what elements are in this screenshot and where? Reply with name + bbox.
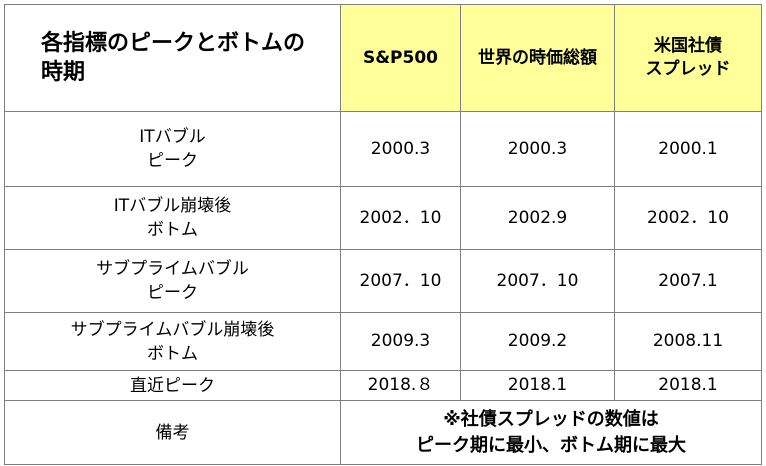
cell-bond-spread: 2018.1 (614, 370, 762, 401)
cell-sp500: 2007．10 (340, 249, 461, 313)
cell-sp500: 2018.８ (340, 370, 461, 401)
cell-bond-spread: 2000.1 (614, 111, 762, 187)
table-row: 直近ピーク 2018.８ 2018.1 2018.1 (4, 370, 762, 401)
row-label: サブプライムバブル ピーク (4, 249, 341, 313)
cell-world-market-cap: 2002.9 (460, 186, 615, 250)
header-us-corporate-bond-spread: 米国社債 スプレッド (614, 4, 762, 112)
cell-sp500: 2000.3 (340, 111, 461, 187)
cell-bond-spread: 2008.11 (614, 312, 762, 371)
cell-world-market-cap: 2007．10 (460, 249, 615, 313)
header-world-market-cap: 世界の時価総額 (460, 4, 615, 112)
cell-sp500: 2009.3 (340, 312, 461, 371)
row-label: ITバブル崩壊後 ボトム (4, 186, 341, 250)
header-row: 各指標のピークとボトムの 時期 S&P500 世界の時価総額 米国社債 スプレッ… (4, 4, 762, 112)
footer-row: 備考 ※社債スプレッドの数値は ピーク期に最小、ボトム期に最大 (4, 400, 762, 465)
table-row: サブプライムバブル崩壊後 ボトム 2009.3 2009.2 2008.11 (4, 312, 762, 371)
table-row: サブプライムバブル ピーク 2007．10 2007．10 2007.1 (4, 249, 762, 313)
peak-bottom-table: 各指標のピークとボトムの 時期 S&P500 世界の時価総額 米国社債 スプレッ… (4, 4, 762, 465)
row-label: ITバブル ピーク (4, 111, 341, 187)
table-row: ITバブル ピーク 2000.3 2000.3 2000.1 (4, 111, 762, 187)
row-label: サブプライムバブル崩壊後 ボトム (4, 312, 341, 371)
cell-sp500: 2002．10 (340, 186, 461, 250)
cell-world-market-cap: 2000.3 (460, 111, 615, 187)
header-sp500: S&P500 (340, 4, 461, 112)
table-title: 各指標のピークとボトムの 時期 (4, 4, 341, 112)
remarks-note: ※社債スプレッドの数値は ピーク期に最小、ボトム期に最大 (340, 400, 762, 465)
cell-world-market-cap: 2018.1 (460, 370, 615, 401)
cell-bond-spread: 2002．10 (614, 186, 762, 250)
table-row: ITバブル崩壊後 ボトム 2002．10 2002.9 2002．10 (4, 186, 762, 250)
cell-bond-spread: 2007.1 (614, 249, 762, 313)
remarks-label: 備考 (4, 400, 341, 465)
cell-world-market-cap: 2009.2 (460, 312, 615, 371)
row-label: 直近ピーク (4, 370, 341, 401)
